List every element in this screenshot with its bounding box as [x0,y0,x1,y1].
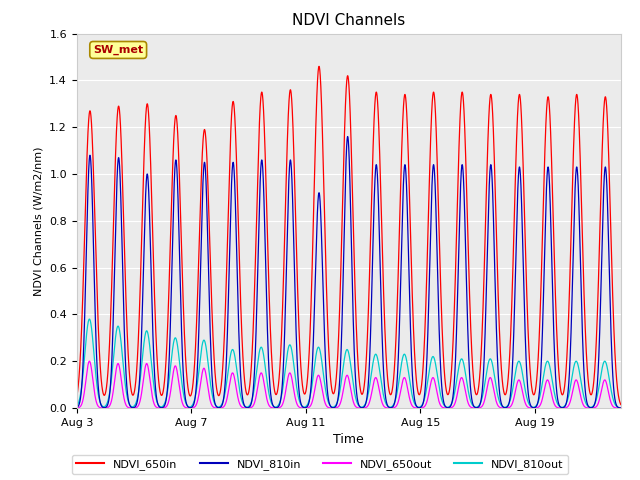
NDVI_810out [86,316,93,322]
NDVI_650out [531,405,539,411]
NDVI_810out [116,330,124,336]
NDVI_650in [473,391,481,397]
NDVI_650out [473,405,481,411]
NDVI_650out [201,367,209,372]
NDVI_810in [201,160,209,166]
NDVI_650in [531,388,539,394]
NDVI_810out [339,368,346,374]
NDVI_650in [154,358,161,364]
NDVI_810out [154,400,161,406]
NDVI_810in [116,169,124,175]
Legend: NDVI_650in, NDVI_810in, NDVI_650out, NDVI_810out: NDVI_650in, NDVI_810in, NDVI_650out, NDV… [72,455,568,474]
NDVI_650out [116,367,124,372]
Line: NDVI_810in: NDVI_810in [77,137,621,408]
NDVI_650out [339,391,346,396]
NDVI_650out [617,405,625,411]
NDVI_810in [344,134,351,140]
NDVI_810in [154,399,161,405]
NDVI_650in [73,394,81,399]
NDVI_650in [339,196,346,202]
NDVI_810in [617,405,625,411]
NDVI_650out [73,405,81,411]
NDVI_650out [154,405,161,410]
NDVI_650out [86,359,93,364]
NDVI_810out [201,338,209,344]
NDVI_810in [531,404,539,410]
NDVI_810out [617,405,625,411]
Text: SW_met: SW_met [93,45,143,55]
NDVI_650in [617,402,625,408]
NDVI_810out [473,404,481,410]
NDVI_810in [473,405,481,410]
Title: NDVI Channels: NDVI Channels [292,13,405,28]
NDVI_810in [339,296,346,301]
NDVI_810out [531,404,539,409]
Y-axis label: NDVI Channels (W/m2/nm): NDVI Channels (W/m2/nm) [34,146,44,296]
NDVI_650in [316,63,323,69]
Line: NDVI_650in: NDVI_650in [77,66,621,405]
NDVI_650in [201,127,209,133]
Line: NDVI_810out: NDVI_810out [77,319,621,408]
NDVI_810in [73,405,81,410]
X-axis label: Time: Time [333,433,364,446]
NDVI_810out [73,403,81,409]
Line: NDVI_650out: NDVI_650out [77,361,621,408]
NDVI_650in [116,112,124,118]
